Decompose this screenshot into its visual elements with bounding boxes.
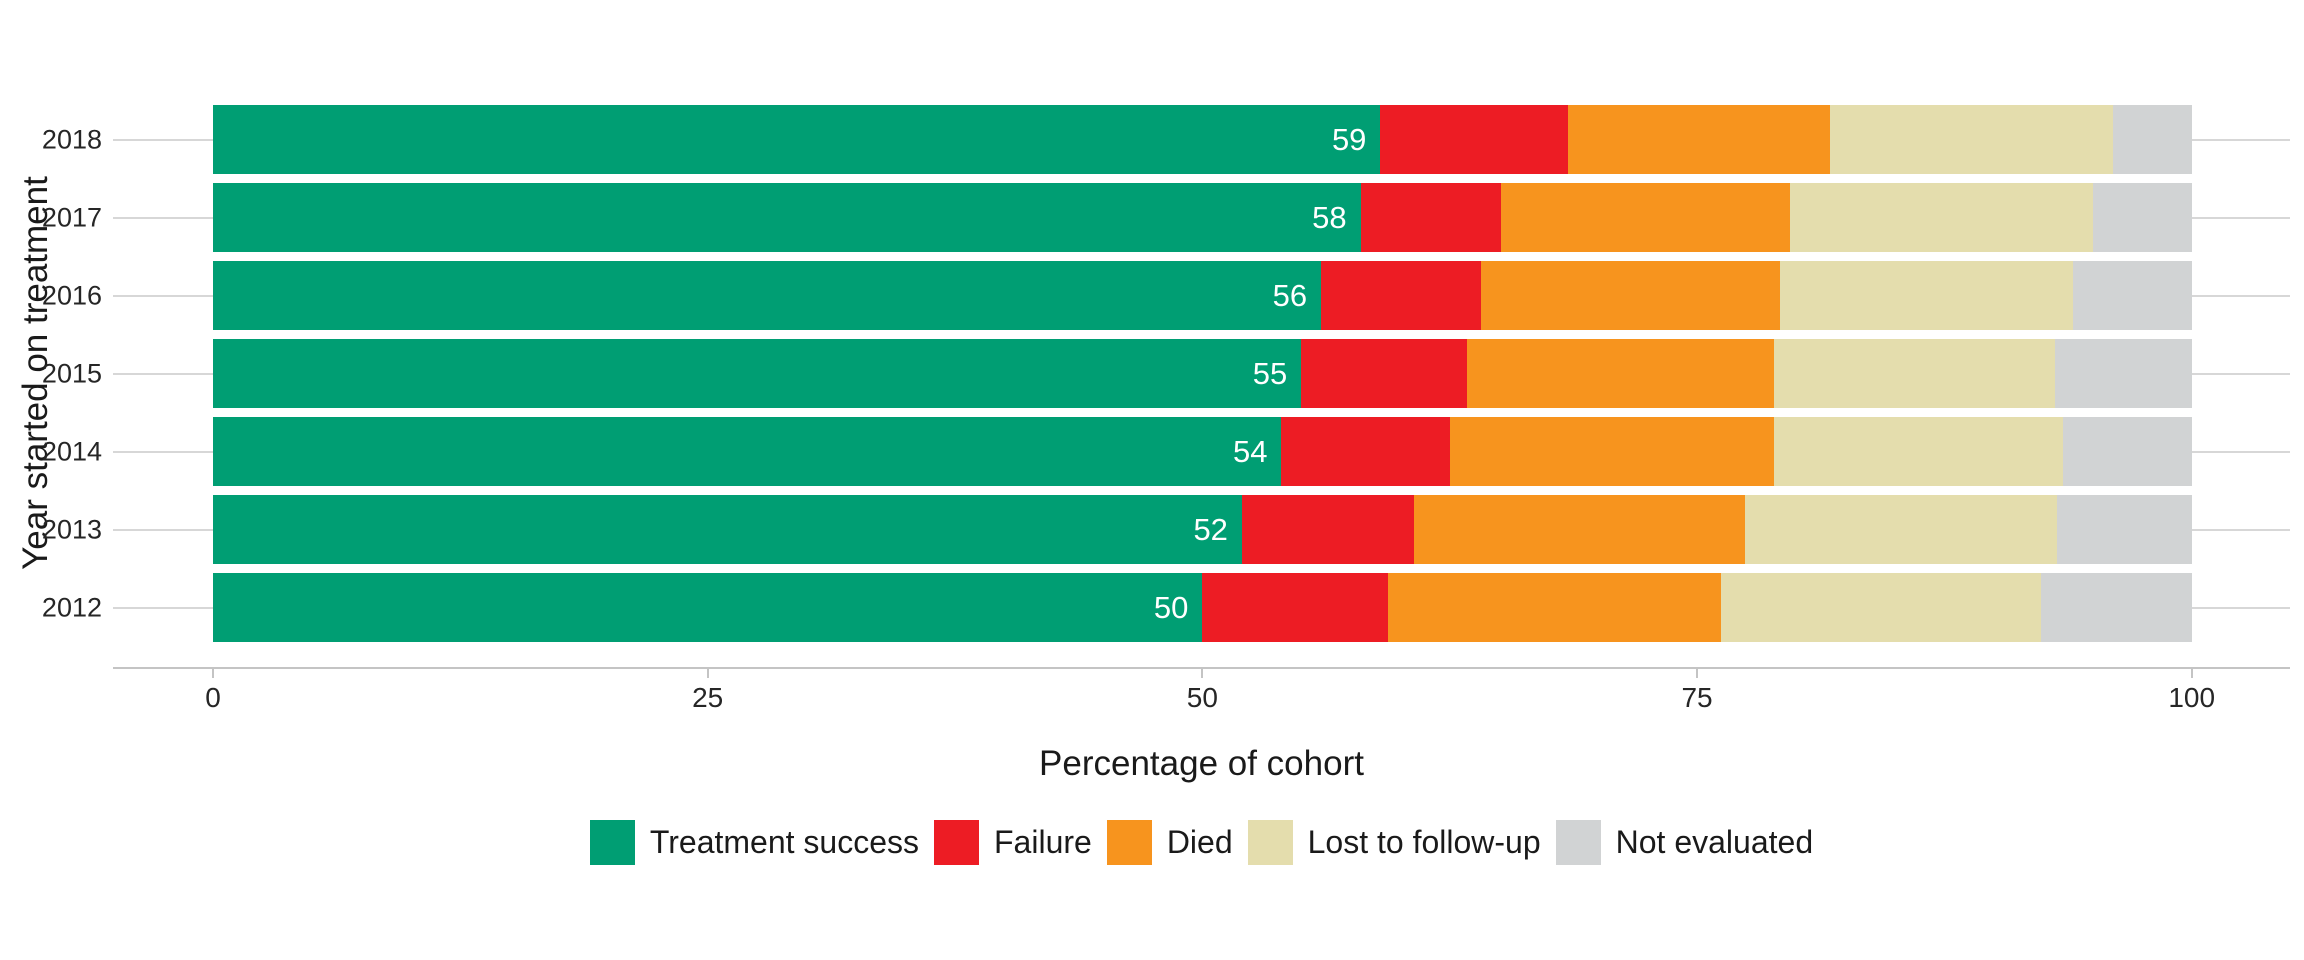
legend-swatch bbox=[1555, 820, 1601, 865]
legend-swatch bbox=[934, 820, 979, 865]
x-tick-label-100: 100 bbox=[2168, 682, 2216, 713]
x-tick-mark bbox=[1696, 669, 1699, 678]
segment-not-evaluated-2013 bbox=[2057, 495, 2192, 564]
segment-treatment-success-2015: 55 bbox=[213, 339, 1302, 408]
y-tick-label-2013: 2013 bbox=[41, 514, 102, 544]
segment-treatment-success-2017: 58 bbox=[213, 183, 1361, 252]
x-tick-label-25: 25 bbox=[692, 682, 724, 713]
segment-not-evaluated-2017 bbox=[2092, 183, 2192, 252]
x-tick-mark bbox=[2190, 669, 2193, 678]
segment-failure-2012 bbox=[1202, 573, 1389, 642]
legend-label: Died bbox=[1166, 824, 1233, 860]
y-tick-label-2016: 2016 bbox=[41, 280, 102, 310]
bar-value-label: 55 bbox=[1252, 355, 1288, 391]
segment-died-2015 bbox=[1467, 339, 1775, 408]
segment-failure-2016 bbox=[1321, 261, 1482, 330]
legend: Treatment success Failure Died Lost to foll… bbox=[113, 820, 2290, 865]
bar-value-label: 59 bbox=[1331, 121, 1367, 157]
segment-not-evaluated-2014 bbox=[2063, 417, 2192, 486]
legend-label: Treatment success bbox=[649, 824, 919, 860]
bar-value-label: 58 bbox=[1312, 199, 1347, 235]
segment-lost-to-follow-up-2014 bbox=[1774, 417, 2064, 486]
bar-value-label: 52 bbox=[1193, 511, 1228, 547]
legend-label: Lost to follow-up bbox=[1307, 824, 1541, 860]
x-tick-mark bbox=[1201, 669, 1204, 678]
x-axis-line bbox=[113, 667, 2290, 669]
bar-row-2013: 52 bbox=[213, 495, 2192, 564]
segment-failure-2014 bbox=[1281, 417, 1450, 486]
segment-treatment-success-2013: 52 bbox=[213, 495, 1242, 564]
segment-lost-to-follow-up-2018 bbox=[1829, 105, 2113, 174]
bar-row-2012: 50 bbox=[213, 573, 2192, 642]
segment-lost-to-follow-up-2012 bbox=[1720, 573, 2042, 642]
legend-swatch bbox=[1106, 820, 1152, 865]
segment-treatment-success-2014: 54 bbox=[213, 417, 1282, 486]
segment-died-2014 bbox=[1449, 417, 1775, 486]
x-tick-label-50: 50 bbox=[1186, 682, 1218, 713]
segment-failure-2018 bbox=[1380, 105, 1569, 174]
y-tick-label-2018: 2018 bbox=[41, 124, 102, 154]
segment-not-evaluated-2016 bbox=[2072, 261, 2192, 330]
segment-not-evaluated-2012 bbox=[2041, 573, 2192, 642]
x-tick-mark bbox=[212, 669, 214, 678]
segment-treatment-success-2016: 56 bbox=[213, 261, 1322, 330]
y-tick-label-2017: 2017 bbox=[41, 202, 102, 232]
x-tick-mark bbox=[706, 669, 709, 678]
segment-lost-to-follow-up-2017 bbox=[1790, 183, 2093, 252]
legend-label: Not evaluated bbox=[1615, 824, 1814, 860]
y-tick-label-2014: 2014 bbox=[41, 436, 102, 466]
segment-died-2016 bbox=[1481, 261, 1781, 330]
legend-swatch bbox=[589, 820, 635, 865]
bar-row-2018: 59 bbox=[213, 105, 2192, 174]
segment-lost-to-follow-up-2013 bbox=[1744, 495, 2058, 564]
legend-swatch bbox=[1247, 820, 1293, 865]
segment-not-evaluated-2015 bbox=[2055, 339, 2192, 408]
segment-failure-2013 bbox=[1241, 495, 1415, 564]
segment-not-evaluated-2018 bbox=[2112, 105, 2192, 174]
segment-died-2013 bbox=[1414, 495, 1745, 564]
bar-row-2014: 54 bbox=[213, 417, 2192, 486]
bar-value-label: 54 bbox=[1233, 433, 1268, 469]
legend-label: Failure bbox=[994, 824, 1092, 860]
x-tick-label-0: 0 bbox=[205, 682, 221, 713]
segment-died-2018 bbox=[1568, 105, 1830, 174]
segment-died-2012 bbox=[1388, 573, 1721, 642]
segment-failure-2015 bbox=[1301, 339, 1468, 408]
y-tick-label-2012: 2012 bbox=[41, 592, 102, 622]
segment-treatment-success-2018: 59 bbox=[213, 105, 1381, 174]
segment-failure-2017 bbox=[1360, 183, 1502, 252]
legend-item-not-evaluated: Not evaluated bbox=[1555, 820, 1814, 865]
segment-died-2017 bbox=[1501, 183, 1790, 252]
bar-row-2015: 55 bbox=[213, 339, 2192, 408]
legend-item-lost-to-follow-up: Lost to follow-up bbox=[1247, 820, 1541, 865]
bar-row-2017: 58 bbox=[213, 183, 2192, 252]
y-tick-label-2015: 2015 bbox=[41, 358, 102, 388]
segment-lost-to-follow-up-2016 bbox=[1780, 261, 2073, 330]
bar-value-label: 56 bbox=[1272, 277, 1308, 313]
segment-lost-to-follow-up-2015 bbox=[1774, 339, 2056, 408]
bar-row-2016: 56 bbox=[213, 261, 2192, 330]
x-tick-label-75: 75 bbox=[1681, 682, 1713, 713]
legend-item-treatment-success: Treatment success bbox=[589, 820, 919, 865]
legend-item-died: Died bbox=[1106, 820, 1233, 865]
legend-item-failure: Failure bbox=[934, 820, 1092, 865]
bar-value-label: 50 bbox=[1153, 589, 1189, 625]
segment-treatment-success-2012: 50 bbox=[213, 573, 1203, 642]
x-axis-title: Percentage of cohort bbox=[1039, 744, 1364, 783]
